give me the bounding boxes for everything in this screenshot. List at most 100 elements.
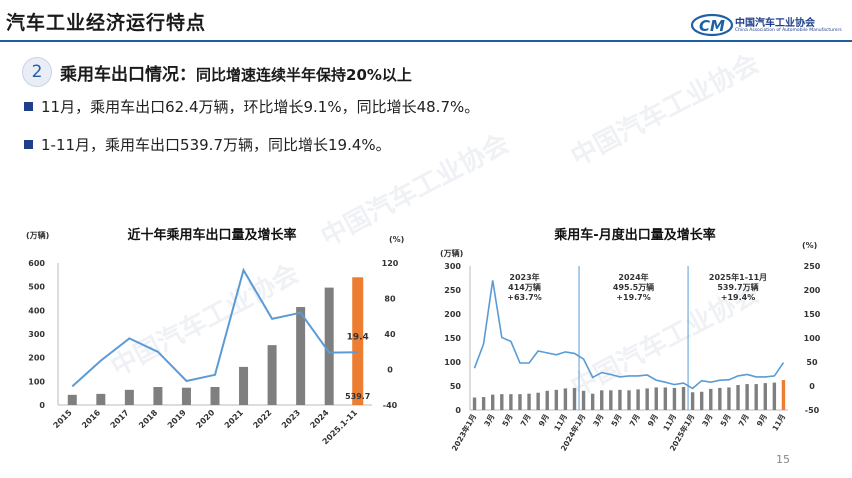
left-tick-label: 300 [444, 262, 461, 271]
x-tick-label: 11月 [661, 413, 678, 433]
x-tick-label: 2016 [80, 408, 102, 430]
x-tick-label: 5月 [609, 413, 623, 429]
annotation-total: 414万辆 [508, 282, 541, 292]
logo-subtext: China Association of Automobile Manufact… [735, 28, 842, 33]
section-subtitle: 同比增速连续半年保持20%以上 [196, 66, 412, 84]
bar [153, 387, 163, 405]
watermark: 中国汽车工业协会 [566, 48, 765, 173]
bar [500, 394, 504, 410]
x-tick-label: 3月 [700, 413, 714, 429]
left-tick-label: 200 [444, 310, 461, 319]
bar [324, 287, 334, 405]
x-tick-label: 2021 [223, 408, 245, 430]
bar [472, 397, 477, 410]
bar [352, 277, 364, 405]
bar [481, 397, 486, 410]
annotation-year: 2023年 [509, 272, 539, 282]
right-tick-label: 150 [804, 310, 821, 319]
bar [563, 388, 568, 410]
x-tick-label: 11月 [552, 413, 569, 433]
right-tick-label: 0 [809, 382, 815, 391]
right-tick-label: -40 [383, 401, 398, 410]
left-tick-label: 100 [28, 377, 45, 386]
bar [590, 393, 595, 410]
bullet-square-icon [24, 102, 33, 111]
right-tick-label: 80 [384, 295, 396, 304]
x-tick-label: 2022 [251, 408, 273, 430]
bar [763, 383, 767, 410]
logo-mark: CM [699, 17, 725, 35]
x-tick-label: 2015 [52, 408, 74, 430]
bar [772, 382, 777, 410]
bar [509, 394, 513, 410]
left-axis-unit: (万辆) [440, 248, 463, 258]
right-tick-label: 200 [804, 286, 821, 295]
left-tick-label: 0 [39, 401, 45, 410]
bar [600, 390, 604, 410]
x-tick-label: 2019 [166, 408, 188, 430]
bullet-text: 1-11月，乘用车出口539.7万辆，同比增长19.4%。 [41, 136, 391, 154]
bar [681, 386, 686, 410]
x-tick-label: 2018 [137, 408, 159, 430]
x-tick-label: 11月 [770, 413, 787, 433]
x-tick-label: 2020 [194, 408, 216, 430]
bar [690, 392, 695, 410]
growth-rate-line [71, 267, 358, 388]
annotation-growth: +19.4% [721, 293, 755, 302]
bar [581, 390, 586, 410]
bar [609, 390, 613, 410]
bar [554, 389, 559, 410]
x-tick-label: 7月 [519, 413, 533, 429]
bar [709, 388, 713, 410]
bar [645, 388, 649, 410]
right-axis-unit: (%) [802, 241, 817, 250]
bullet-item: 11月，乘用车出口62.4万辆，环比增长9.1%，同比增长48.7%。 [24, 96, 479, 117]
x-tick-label: 2023 [280, 408, 302, 430]
section-heading: 乘用车出口情况：同比增速连续半年保持20%以上 [60, 60, 412, 85]
annotation-total: 539.7万辆 [717, 282, 758, 292]
bar [96, 393, 106, 405]
left-tick-label: 100 [444, 358, 461, 367]
left-tick-label: 200 [28, 354, 45, 363]
x-tick-label: 3月 [482, 413, 496, 429]
x-tick-label: 7月 [628, 413, 642, 429]
page-title: 汽车工业经济运行特点 [6, 12, 207, 34]
x-tick-label: 5月 [719, 413, 733, 429]
x-tick-label: 2024 [308, 408, 330, 430]
section-title: 乘用车出口情况： [60, 65, 196, 85]
chart-title: 近十年乘用车出口量及增长率 [127, 227, 296, 243]
bar [67, 394, 77, 405]
left-tick-label: 0 [455, 406, 461, 415]
bar [727, 387, 731, 410]
x-tick-label: 9月 [646, 413, 660, 429]
bar [536, 392, 540, 410]
right-tick-label: 120 [382, 259, 399, 268]
bar [736, 385, 740, 410]
right-tick-label: 50 [806, 358, 818, 367]
header-divider [0, 40, 852, 42]
right-tick-label: 250 [804, 262, 821, 271]
annotation-growth: +19.7% [616, 293, 650, 302]
bar [618, 389, 622, 410]
bar [699, 391, 704, 410]
bullet-item: 1-11月，乘用车出口539.7万辆，同比增长19.4%。 [24, 134, 391, 155]
left-tick-label: 300 [28, 330, 45, 339]
bar [781, 380, 786, 410]
annotation-year: 2024年 [618, 272, 648, 282]
bullet-text: 11月，乘用车出口62.4万辆，环比增长9.1%，同比增长48.7%。 [41, 98, 480, 116]
bullet-square-icon [24, 140, 33, 149]
x-tick-label: 3月 [591, 413, 605, 429]
left-tick-label: 400 [28, 306, 45, 315]
annual-export-chart: 近十年乘用车出口量及增长率(万辆) (%)0100200300400500600-… [26, 227, 404, 446]
bar [518, 394, 522, 410]
data-label-value: 539.7 [345, 392, 370, 401]
bar [654, 387, 658, 410]
bar [745, 384, 749, 410]
section-number-badge: 2 [22, 57, 52, 87]
bar [267, 345, 277, 405]
annotation-year: 2025年1-11月 [709, 272, 767, 282]
monthly-export-chart: 乘用车-月度出口量及增长率 (万辆) (%) 0 50 100 150 200 250 300 -5… [440, 227, 821, 453]
right-tick-label: -50 [805, 406, 820, 415]
page-number: 15 [776, 453, 790, 466]
bar [663, 387, 668, 410]
